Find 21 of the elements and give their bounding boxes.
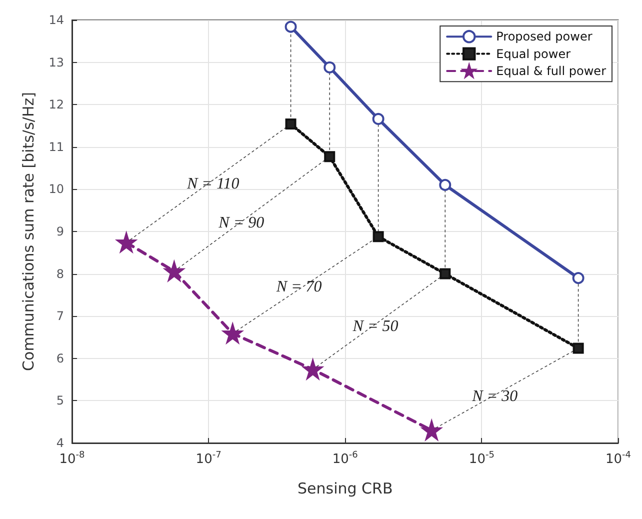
y-tick-label: 5 bbox=[56, 394, 64, 408]
x-axis-title: Sensing CRB bbox=[298, 480, 393, 498]
y-axis-title: Communications sum rate [bits/s/Hz] bbox=[20, 92, 38, 371]
y-tick-label: 8 bbox=[56, 266, 64, 281]
y-tick-label: 13 bbox=[48, 55, 64, 70]
legend-label: Equal & full power bbox=[496, 64, 606, 78]
annotation: N = 50 bbox=[352, 318, 398, 335]
annotation: N = 110 bbox=[186, 176, 240, 193]
y-tick-label: 6 bbox=[56, 351, 64, 366]
annotation: N = 90 bbox=[218, 214, 264, 232]
annotation: N = 70 bbox=[275, 278, 322, 296]
y-tick-label: 12 bbox=[48, 98, 64, 112]
y-tick-label: 14 bbox=[48, 13, 64, 27]
y-tick-label: 11 bbox=[48, 140, 64, 154]
y-tick-label: 9 bbox=[56, 224, 64, 238]
y-tick-label: 4 bbox=[56, 436, 64, 450]
y-tick-label: 10 bbox=[48, 182, 64, 196]
legend-label: Proposed power bbox=[496, 30, 592, 44]
annotation: N = 30 bbox=[471, 388, 518, 405]
legend-label: Equal power bbox=[496, 46, 571, 61]
y-tick-label: 7 bbox=[56, 309, 64, 324]
